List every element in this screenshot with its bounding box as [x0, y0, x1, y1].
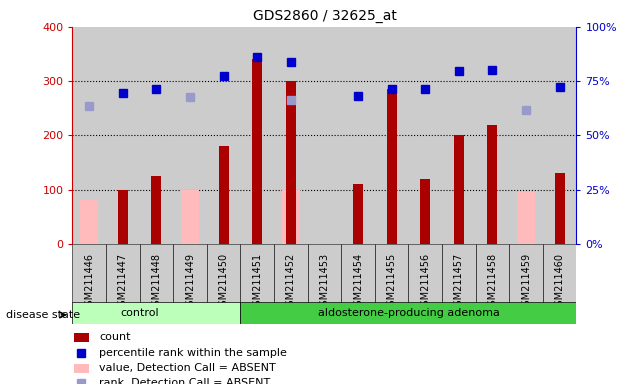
Bar: [74, 364, 89, 372]
Bar: [375, 27, 408, 244]
Text: percentile rank within the sample: percentile rank within the sample: [100, 348, 287, 358]
Bar: [408, 244, 442, 303]
Bar: [307, 244, 341, 303]
Bar: [72, 302, 241, 324]
Bar: [509, 244, 543, 303]
Bar: [207, 27, 241, 244]
Bar: [543, 27, 576, 244]
Bar: [375, 244, 408, 303]
Text: GSM211448: GSM211448: [151, 253, 161, 312]
Bar: [543, 244, 576, 303]
Bar: [282, 190, 300, 244]
Text: GSM211446: GSM211446: [84, 253, 94, 312]
Bar: [341, 27, 375, 244]
Title: GDS2860 / 32625_at: GDS2860 / 32625_at: [253, 9, 396, 23]
Bar: [140, 27, 173, 244]
Text: control: control: [120, 308, 159, 318]
Bar: [517, 192, 536, 244]
Text: GSM211454: GSM211454: [353, 253, 363, 312]
Bar: [488, 124, 498, 244]
Bar: [307, 27, 341, 244]
Text: GSM211449: GSM211449: [185, 253, 195, 312]
Bar: [420, 179, 430, 244]
Bar: [554, 173, 564, 244]
Bar: [353, 184, 363, 244]
Text: disease state: disease state: [6, 310, 81, 320]
Text: GSM211450: GSM211450: [219, 253, 229, 312]
Bar: [241, 244, 274, 303]
Text: GSM211457: GSM211457: [454, 253, 464, 312]
Bar: [106, 27, 140, 244]
Text: GSM211447: GSM211447: [118, 253, 128, 312]
Text: GSM211455: GSM211455: [387, 253, 397, 312]
Bar: [173, 27, 207, 244]
Text: count: count: [100, 333, 131, 343]
Bar: [476, 244, 509, 303]
Text: GSM211458: GSM211458: [488, 253, 498, 312]
Text: GSM211451: GSM211451: [252, 253, 262, 312]
Bar: [408, 27, 442, 244]
Bar: [80, 200, 98, 244]
Text: GSM211459: GSM211459: [521, 253, 531, 312]
Bar: [72, 244, 106, 303]
Bar: [286, 81, 296, 244]
Bar: [140, 244, 173, 303]
Bar: [387, 89, 397, 244]
Text: GSM211453: GSM211453: [319, 253, 329, 312]
Bar: [341, 244, 375, 303]
Text: GSM211460: GSM211460: [554, 253, 564, 312]
Bar: [274, 27, 307, 244]
Text: aldosterone-producing adenoma: aldosterone-producing adenoma: [318, 308, 500, 318]
Bar: [72, 27, 106, 244]
Bar: [476, 27, 509, 244]
Bar: [207, 244, 241, 303]
Bar: [274, 244, 307, 303]
Bar: [252, 60, 262, 244]
Bar: [442, 27, 476, 244]
Text: GSM211456: GSM211456: [420, 253, 430, 312]
Bar: [151, 176, 161, 244]
Bar: [74, 333, 89, 342]
Text: value, Detection Call = ABSENT: value, Detection Call = ABSENT: [100, 363, 276, 373]
Bar: [241, 302, 576, 324]
Bar: [181, 190, 199, 244]
Text: GSM211452: GSM211452: [286, 253, 296, 312]
Bar: [173, 244, 207, 303]
Bar: [219, 146, 229, 244]
Bar: [106, 244, 140, 303]
Bar: [442, 244, 476, 303]
Text: rank, Detection Call = ABSENT: rank, Detection Call = ABSENT: [100, 378, 271, 384]
Bar: [118, 190, 128, 244]
Bar: [509, 27, 543, 244]
Bar: [241, 27, 274, 244]
Bar: [454, 136, 464, 244]
